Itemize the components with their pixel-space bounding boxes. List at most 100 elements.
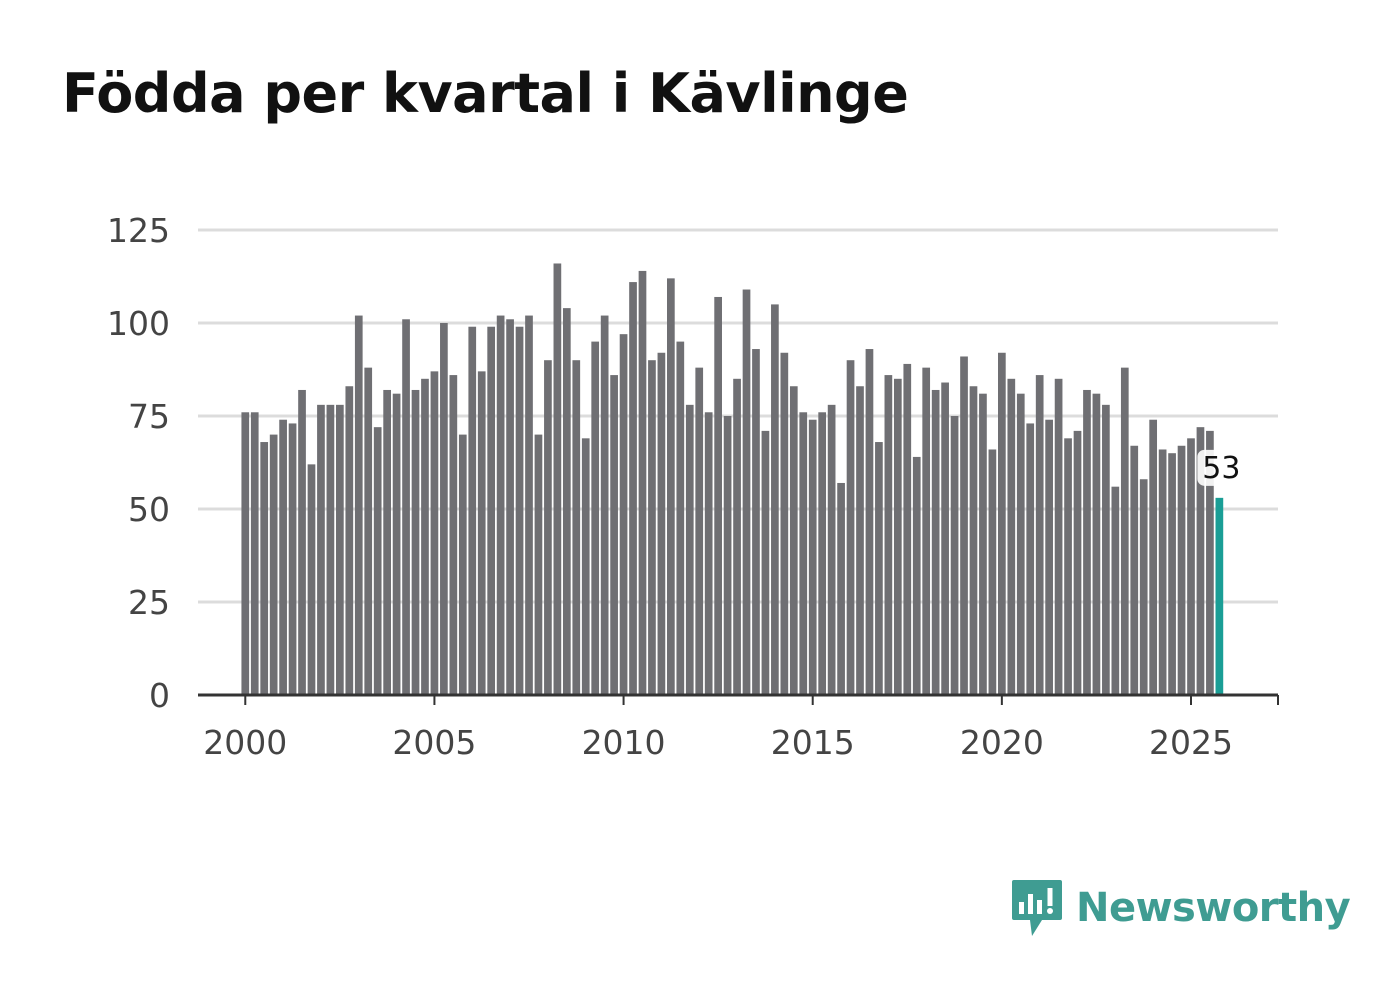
bar [317,404,325,695]
bar [1035,375,1044,695]
bar [979,393,987,695]
bar [421,378,429,695]
bar [1016,393,1025,695]
bar [307,464,316,695]
bar [1158,449,1167,695]
bar [771,304,779,695]
bar [752,349,760,695]
bar [799,412,808,695]
bar [241,412,250,695]
bar [515,326,524,695]
bar [1206,430,1214,695]
bar [269,434,278,695]
bar [600,315,609,695]
bar [383,389,391,695]
bar [827,404,836,695]
bar [865,349,874,695]
bar [260,442,269,695]
bar [960,356,968,695]
bar [411,389,420,695]
bar [1120,367,1129,695]
bar [1130,445,1139,695]
bar [487,326,496,695]
x-tick-label: 2020 [960,723,1044,762]
bar [638,270,647,695]
bar [1168,453,1176,695]
bar [496,315,505,695]
bar [1054,378,1063,695]
bar [458,434,467,695]
y-tick-label: 0 [149,676,170,715]
bar [1092,393,1101,695]
bar [1083,389,1091,695]
x-tick-label: 2000 [203,723,287,762]
bar [998,352,1006,695]
x-axis-ticks: 2000 2005 2010 2015 2020 2025 [203,695,1279,762]
newsworthy-logo-text: Newsworthy [1076,885,1351,931]
bar [969,386,978,695]
bar [1064,438,1072,695]
newsworthy-logo-icon [1012,880,1062,936]
bar [704,412,713,695]
bar [279,419,287,695]
y-axis-ticks: 0 25 50 75 100 125 [107,211,170,715]
x-tick-label: 2025 [1149,723,1233,762]
bar [468,326,477,695]
bar [534,434,543,695]
bar [903,363,912,695]
bar [695,367,704,695]
bar [288,423,297,695]
bar [742,289,751,695]
y-tick-label: 100 [107,304,170,343]
y-tick-label: 25 [128,583,170,622]
bar [326,404,335,695]
y-tick-label: 125 [107,211,170,250]
bar [562,308,571,695]
x-tick-label: 2015 [771,723,855,762]
bar [837,482,845,695]
newsworthy-logo: Newsworthy [1010,878,1351,938]
bar [1149,419,1158,695]
bar [553,263,562,695]
bar [610,375,618,695]
bar [477,371,486,695]
bar [402,319,410,695]
bar [345,386,354,695]
bar [572,360,581,695]
bars [241,263,1224,695]
bar [884,375,893,695]
bar [808,419,817,695]
bar [875,442,883,695]
latest-value-label: 53 [1202,451,1240,486]
bar [591,341,600,695]
bar-latest [1215,497,1224,695]
bar [780,352,789,695]
bar [250,412,259,695]
bar [950,416,959,695]
bar [846,360,855,695]
bar [685,404,694,695]
data-labels: 53 [1197,449,1242,486]
bar [789,386,798,695]
bar [1007,378,1016,695]
bar [1102,404,1110,695]
bar [364,367,373,695]
bar [1139,479,1148,695]
bar [440,323,448,695]
bar [525,315,533,695]
bar [723,416,732,695]
bar [449,375,458,695]
y-tick-label: 75 [128,397,170,436]
bar [373,427,382,695]
bar [657,352,666,695]
bar [430,371,439,695]
bar [1111,486,1120,695]
bar [893,378,902,695]
bar [988,449,997,695]
bar [931,389,940,695]
bar [856,386,864,695]
bar [714,296,722,695]
x-tick-label: 2005 [392,723,476,762]
bar [298,389,306,695]
